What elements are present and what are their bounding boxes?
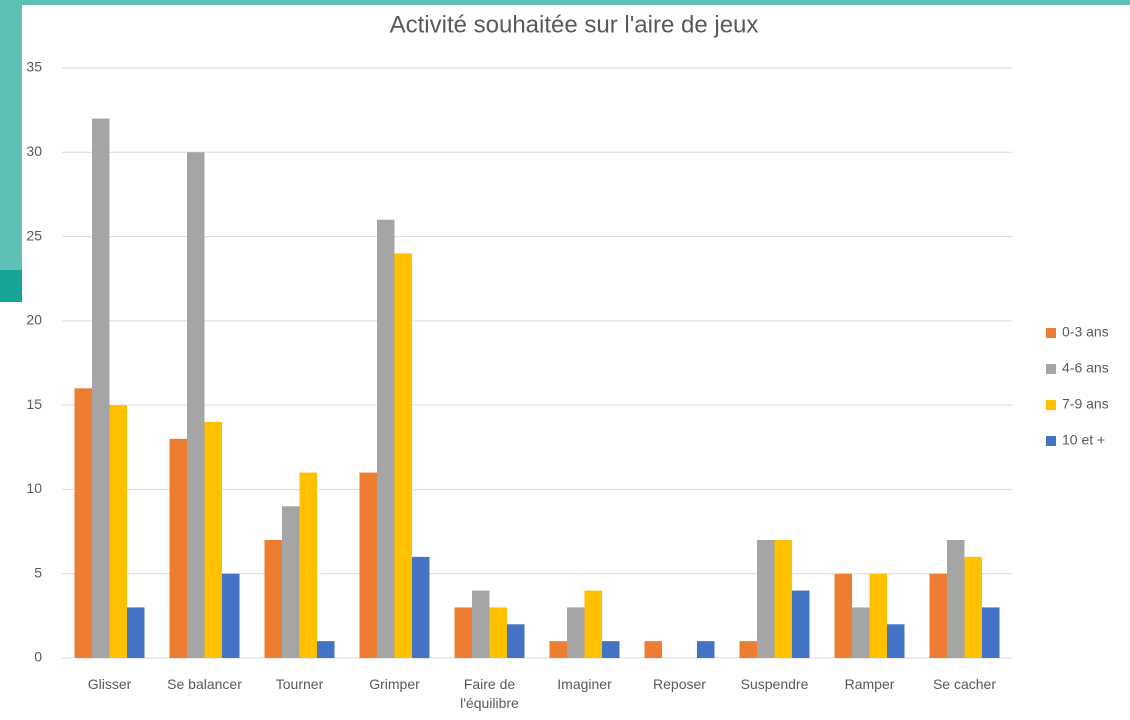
- x-tick-label: Glisser: [87, 676, 132, 692]
- y-tick-label: 15: [26, 396, 42, 412]
- legend-swatch: [1046, 328, 1056, 338]
- bar: [507, 624, 525, 658]
- x-tick-label: Se cacher: [932, 676, 997, 692]
- bar: [964, 556, 982, 658]
- bar: [929, 573, 947, 658]
- bar: [887, 624, 905, 658]
- bar: [299, 472, 317, 658]
- y-tick-label: 20: [26, 312, 42, 328]
- bar: [869, 573, 887, 658]
- legend-label: 4-6 ans: [1062, 360, 1109, 376]
- decor-band: [0, 0, 22, 270]
- bar: [852, 607, 870, 658]
- bar: [644, 641, 662, 658]
- x-tick-label: Ramper: [844, 676, 895, 692]
- y-tick-label: 30: [26, 143, 42, 159]
- bar: [359, 472, 377, 658]
- y-tick-label: 10: [26, 480, 42, 496]
- y-tick-label: 5: [34, 564, 42, 580]
- bar: [92, 118, 110, 659]
- x-tick-label: Grimper: [369, 676, 420, 692]
- x-tick-label: Suspendre: [740, 676, 809, 692]
- bar: [377, 219, 395, 658]
- legend-label: 7-9 ans: [1062, 396, 1109, 412]
- legend-swatch: [1046, 436, 1056, 446]
- bar: [394, 253, 412, 658]
- bar: [567, 607, 585, 658]
- bar: [792, 590, 810, 658]
- bar: [264, 540, 282, 658]
- bar: [127, 607, 145, 658]
- y-tick-label: 25: [26, 227, 42, 243]
- y-tick-label: 0: [34, 649, 42, 665]
- bar: [109, 405, 127, 658]
- legend-swatch: [1046, 364, 1056, 374]
- bar: [204, 422, 222, 658]
- bar: [187, 152, 205, 659]
- bar: [169, 438, 187, 658]
- bar: [739, 641, 757, 658]
- chart-title: Activité souhaitée sur l'aire de jeux: [390, 11, 759, 38]
- x-tick-label: Tourner: [275, 676, 324, 692]
- bar: [317, 641, 335, 658]
- bar: [697, 641, 715, 658]
- x-tick-label: Se balancer: [167, 676, 242, 692]
- legend-label: 0-3 ans: [1062, 324, 1109, 340]
- x-tick-label: Imaginer: [557, 676, 612, 692]
- bar: [454, 607, 472, 658]
- bar: [947, 540, 965, 658]
- bar: [834, 573, 852, 658]
- bar: [982, 607, 1000, 658]
- y-tick-label: 35: [26, 59, 42, 75]
- bar: [222, 573, 240, 658]
- decor-band: [0, 0, 1130, 5]
- legend-swatch: [1046, 400, 1056, 410]
- bar: [774, 540, 792, 658]
- bar: [602, 641, 620, 658]
- x-tick-label: Faire de l'équilibre: [460, 676, 519, 711]
- bar: [412, 556, 430, 658]
- legend-label: 10 et +: [1062, 432, 1105, 448]
- bar: [549, 641, 567, 658]
- bar: [74, 388, 92, 658]
- bar: [584, 590, 602, 658]
- bar: [489, 607, 507, 658]
- decor-band: [0, 270, 22, 302]
- bar: [757, 540, 775, 658]
- bar: [282, 506, 300, 658]
- bar: [472, 590, 490, 658]
- x-tick-label: Reposer: [653, 676, 706, 692]
